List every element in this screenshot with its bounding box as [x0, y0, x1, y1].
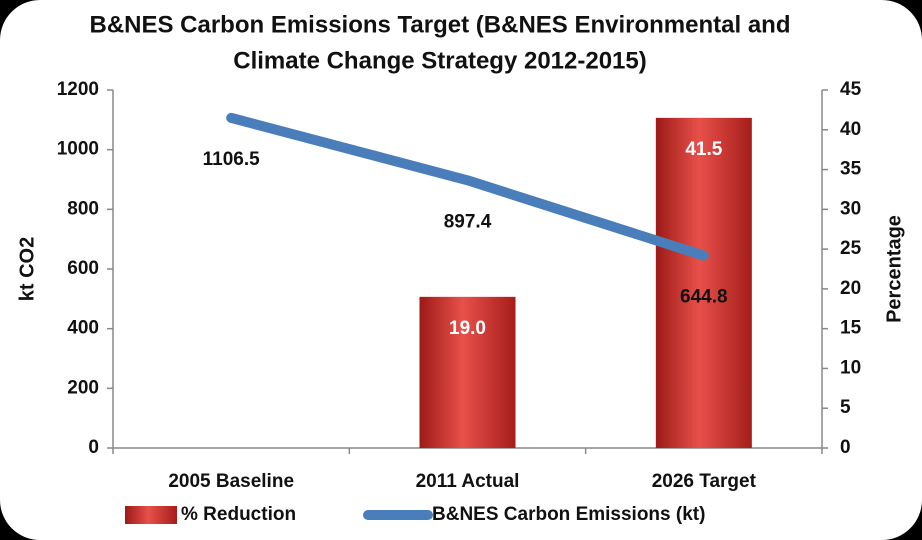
bar	[419, 296, 516, 448]
bar	[655, 117, 752, 448]
y-tick-label: 400	[67, 318, 99, 339]
data-label: 644.8	[680, 287, 728, 308]
y2-tick-label: 45	[840, 79, 862, 100]
y-tick-label: 200	[67, 377, 99, 398]
y2-tick-label: 25	[840, 238, 862, 259]
data-label: 41.5	[685, 139, 722, 160]
y2-axis-label: Percentage	[883, 215, 905, 323]
x-tick-label: 2026 Target	[652, 471, 757, 492]
legend-label: B&NES Carbon Emissions (kt)	[432, 504, 705, 525]
y2-tick-label: 35	[840, 159, 862, 180]
chart-title: B&NES Carbon Emissions Target (B&NES Env…	[89, 11, 790, 38]
y2-tick-label: 40	[840, 119, 861, 140]
chart-title: Climate Change Strategy 2012-2015)	[233, 47, 647, 74]
y-tick-label: 600	[67, 258, 99, 279]
y2-tick-label: 0	[840, 437, 851, 458]
x-tick-label: 2011 Actual	[416, 471, 520, 492]
legend-swatch	[125, 506, 177, 524]
y2-tick-label: 5	[840, 397, 851, 418]
line	[226, 112, 709, 261]
y-tick-label: 800	[67, 198, 99, 219]
y-tick-label: 1200	[57, 79, 99, 100]
y2-tick-label: 15	[840, 318, 862, 339]
data-label: 897.4	[444, 211, 492, 232]
y-axis-label: kt CO2	[16, 237, 38, 301]
legend-label: % Reduction	[181, 504, 296, 525]
data-label: 19.0	[449, 318, 486, 339]
y-tick-label: 0	[88, 437, 99, 458]
y2-tick-label: 10	[840, 357, 861, 378]
data-label: 1106.5	[203, 149, 260, 170]
y-tick-label: 1000	[57, 139, 99, 160]
y2-tick-label: 20	[840, 278, 861, 299]
x-tick-label: 2005 Baseline	[168, 471, 294, 492]
y2-tick-label: 30	[840, 198, 861, 219]
